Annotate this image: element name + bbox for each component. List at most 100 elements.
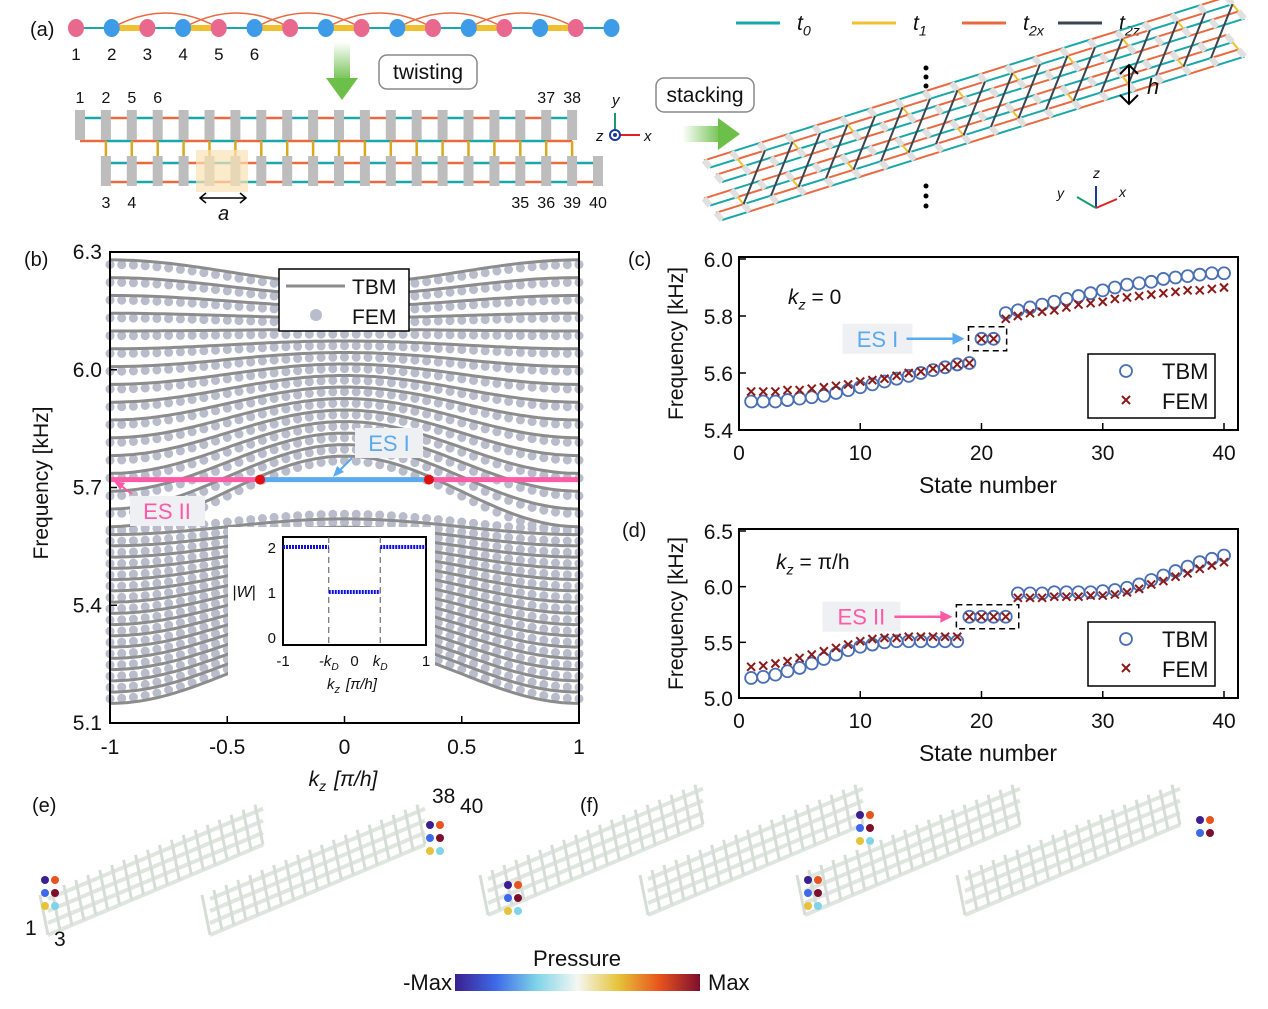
t2z-bond-3d (770, 141, 794, 196)
fem-point (1207, 560, 1217, 571)
hopping-legend: t0 t1 t2x t2z (736, 12, 1140, 39)
fem-point (398, 416, 408, 426)
lattice-rung (146, 849, 157, 891)
es-label-bg (842, 323, 913, 354)
fem-point (398, 466, 408, 476)
fem-point (433, 453, 443, 463)
fem-point (199, 530, 209, 540)
fem-point (293, 438, 303, 448)
pressure-hotspot (1206, 816, 1214, 824)
fem-point (363, 458, 373, 467)
fem-point (807, 649, 817, 660)
pressure-hotspot (504, 907, 512, 915)
fem-point (257, 422, 267, 432)
pressure-field-lattice (795, 784, 1022, 917)
fem-point (234, 429, 244, 439)
fem-point (152, 688, 162, 698)
resonator-3d (1141, 20, 1153, 32)
bond-3d (825, 168, 854, 180)
bond-3d (1177, 49, 1206, 61)
resonator-3d (1004, 63, 1015, 75)
fem-point (855, 376, 865, 387)
fem-point (246, 371, 256, 381)
fem-point (175, 650, 185, 660)
fem-point (386, 378, 396, 388)
ladder-label: 35 (511, 195, 529, 212)
resonator-3d (1224, 33, 1235, 45)
fem-point (340, 352, 349, 362)
chain-site (317, 19, 334, 37)
lattice-rung (224, 884, 236, 926)
fem-point (445, 650, 455, 660)
tbm-point (1204, 551, 1219, 566)
colorbar (455, 974, 700, 991)
fem-point (199, 330, 209, 340)
legend-tbm-swatch (1119, 364, 1133, 378)
bond-3d (758, 171, 787, 183)
bond-3d (792, 132, 821, 143)
fem-point (211, 528, 220, 538)
lattice-beam (47, 830, 264, 925)
fem-point (539, 366, 549, 375)
fem-point (175, 297, 185, 307)
fem-point (175, 543, 185, 553)
bond-3d (1134, 81, 1163, 92)
fem-point (469, 391, 478, 401)
resonator (567, 156, 578, 186)
resonator-3d (756, 179, 768, 191)
resonator (178, 110, 189, 140)
bond-3d (721, 210, 750, 221)
pressure-hotspot (1196, 816, 1204, 824)
colorbar-title: Pressure (533, 946, 621, 971)
fem-point (246, 302, 256, 312)
bond-3d (957, 80, 986, 92)
fem-point (492, 657, 502, 667)
dirac-point (423, 474, 434, 485)
lattice-rung (831, 859, 843, 901)
ladder-label: 37 (537, 90, 555, 107)
fem-point (211, 330, 220, 340)
tbm-point (1192, 555, 1207, 570)
lattice-rung (181, 834, 193, 876)
lattice-rung (586, 829, 597, 871)
fem-point (246, 384, 256, 394)
bond-3d (1006, 56, 1035, 67)
tbm-point (1144, 573, 1159, 587)
fem-point (340, 341, 349, 351)
fem-point (375, 460, 385, 470)
fem-point (117, 420, 127, 429)
fem-point (504, 628, 514, 638)
fem-point (304, 400, 314, 410)
fem-point (187, 594, 197, 604)
fem-point (351, 387, 361, 397)
fem-point (187, 646, 197, 656)
fem-point (117, 384, 127, 394)
fem-point (199, 571, 209, 581)
fem-point (164, 432, 174, 442)
tbm-point (986, 331, 1001, 346)
bond-3d (996, 86, 1025, 97)
fem-point (515, 381, 525, 391)
t2z-bond-3d (1182, 12, 1206, 67)
inset-x-tick-label: -kD (319, 653, 340, 673)
x-axis-title: State number (919, 472, 1057, 498)
fem-point (1219, 282, 1229, 293)
tbm-point (1192, 267, 1207, 282)
fem-point (1049, 305, 1059, 316)
fem-point (1110, 589, 1120, 600)
fem-point (831, 643, 841, 653)
fem-point (211, 619, 220, 629)
fem-point (246, 275, 256, 285)
resonator-3d (823, 138, 835, 150)
twisting-label: twisting (393, 61, 463, 84)
lattice-rung (819, 864, 831, 906)
resonator (230, 110, 241, 140)
x-title-unit: [π/h] (333, 768, 378, 791)
fem-point (351, 352, 361, 362)
bond-3d (990, 117, 1019, 128)
lattice-rung (574, 834, 586, 876)
fem-point (175, 660, 185, 670)
fem-point (539, 401, 549, 410)
lattice-rung (415, 804, 427, 845)
fem-point (211, 360, 220, 370)
